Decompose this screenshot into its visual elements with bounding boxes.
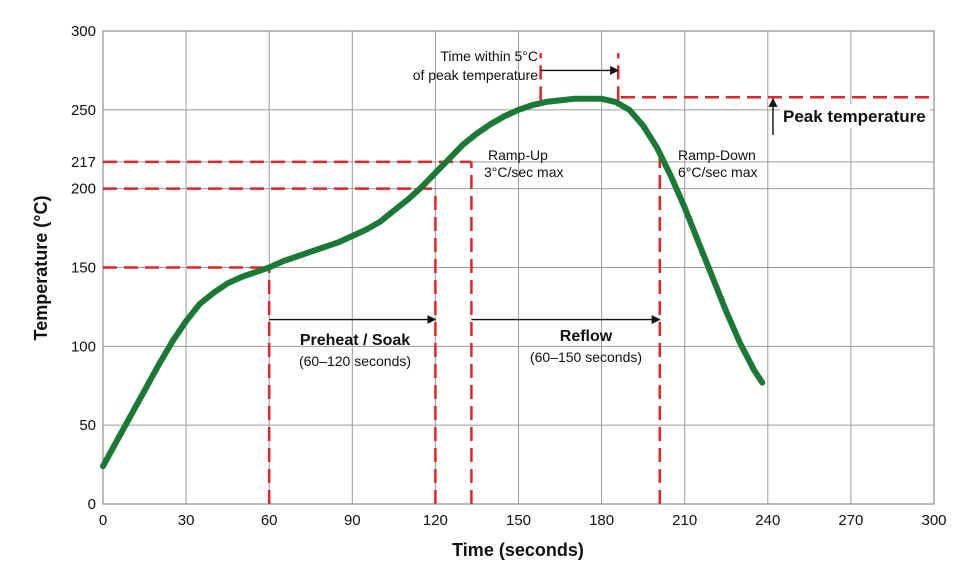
reflow-title: Reflow: [560, 328, 613, 345]
temperature-profile-line: [100, 95, 766, 470]
x-axis-ticks: 0 30 60 90 120 150 180 210 240 270 300: [99, 512, 947, 529]
x-tick-label: 240: [755, 512, 780, 529]
reflow-range: (60–150 seconds): [530, 349, 642, 365]
y-tick-label: 0: [88, 496, 96, 513]
x-tick-label: 180: [589, 512, 614, 529]
ramp-up-label-line2: 3°C/sec max: [484, 164, 564, 180]
x-tick-label: 300: [921, 512, 946, 529]
peak-temperature-label: Peak temperature: [783, 107, 926, 126]
annotation-arrows: [269, 65, 778, 325]
preheat-title: Preheat / Soak: [300, 332, 410, 349]
peak-label-background: [780, 104, 930, 128]
y-tick-label: 100: [71, 338, 96, 355]
y-tick-label: 300: [71, 23, 96, 40]
y-axis-ticks: 0 50 100 150 200 217 250 300: [71, 23, 96, 513]
y-tick-label: 200: [71, 181, 96, 198]
series-group: [100, 95, 766, 470]
x-tick-label: 210: [672, 512, 697, 529]
preheat-range: (60–120 seconds): [299, 353, 411, 369]
x-tick-label: 120: [423, 512, 448, 529]
x-tick-label: 270: [838, 512, 863, 529]
y-axis-title: Temperature (°C): [31, 196, 51, 341]
time-within-label-line1: Time within 5°C: [440, 48, 538, 64]
y-tick-label: 250: [71, 102, 96, 119]
x-tick-label: 90: [344, 512, 361, 529]
ramp-down-label-line1: Ramp-Down: [678, 147, 756, 163]
x-axis-title: Time (seconds): [452, 540, 584, 560]
x-tick-label: 0: [99, 512, 107, 529]
x-tick-label: 60: [261, 512, 278, 529]
time-within-label-line2: of peak temperature: [413, 67, 539, 83]
y-tick-label: 150: [71, 260, 96, 277]
y-tick-label: 217: [71, 154, 96, 171]
ramp-up-label-line1: Ramp-Up: [488, 147, 548, 163]
reference-lines: [103, 53, 934, 504]
ramp-down-label-line2: 6°C/sec max: [678, 164, 758, 180]
y-tick-label: 50: [79, 417, 96, 434]
x-tick-label: 30: [178, 512, 195, 529]
x-tick-label: 150: [506, 512, 531, 529]
